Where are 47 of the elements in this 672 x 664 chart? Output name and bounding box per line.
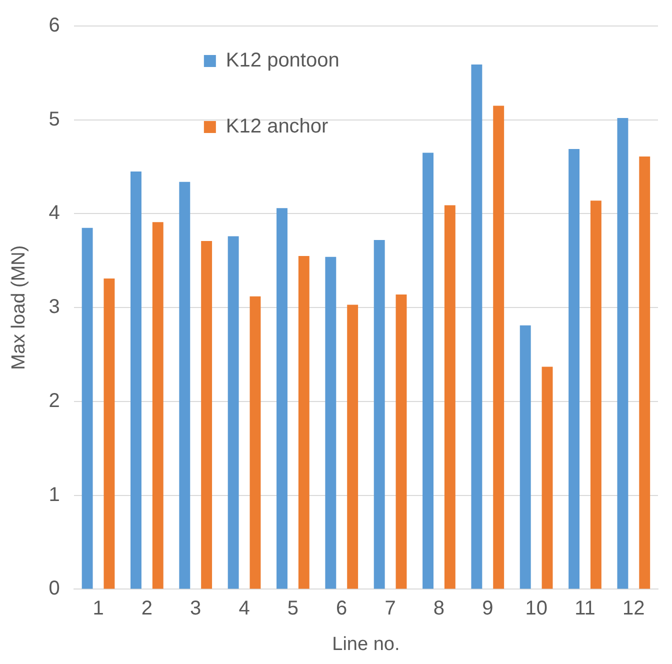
y-tick-label: 4 bbox=[48, 202, 60, 224]
bar bbox=[250, 296, 261, 589]
bar bbox=[568, 148, 580, 589]
bar bbox=[298, 256, 310, 589]
x-tick-label: 3 bbox=[190, 598, 202, 620]
bar bbox=[639, 156, 650, 589]
y-tick-label: 5 bbox=[48, 108, 60, 130]
bar bbox=[152, 222, 164, 589]
bar bbox=[228, 236, 239, 589]
x-tick-label: 12 bbox=[622, 598, 645, 620]
y-tick-label: 2 bbox=[48, 390, 60, 412]
y-axis-title: Max load (MN) bbox=[8, 245, 30, 370]
legend-label: K12 anchor bbox=[226, 116, 329, 138]
bar bbox=[347, 304, 358, 589]
x-tick-label: 7 bbox=[384, 598, 396, 620]
x-tick-label: 11 bbox=[574, 598, 596, 620]
bar bbox=[617, 118, 628, 589]
bar bbox=[542, 366, 553, 589]
bar bbox=[444, 205, 456, 589]
bar bbox=[396, 294, 407, 589]
bar bbox=[276, 208, 288, 589]
x-tick-label: 2 bbox=[141, 598, 152, 620]
x-axis-title: Line no. bbox=[332, 634, 400, 655]
bar bbox=[325, 256, 336, 589]
y-tick-label: 3 bbox=[48, 296, 60, 318]
x-tick-label: 5 bbox=[287, 598, 299, 620]
bar bbox=[104, 278, 115, 589]
bar bbox=[590, 200, 602, 589]
bar bbox=[201, 240, 212, 589]
bar bbox=[471, 64, 482, 589]
y-tick-label: 1 bbox=[48, 484, 60, 506]
x-tick-label: 9 bbox=[482, 598, 494, 620]
y-tick-label: 6 bbox=[48, 14, 60, 37]
legend-label: K12 pontoon bbox=[226, 50, 340, 72]
bar bbox=[520, 325, 531, 589]
bar bbox=[179, 182, 190, 589]
bar bbox=[493, 106, 504, 589]
x-tick-label: 10 bbox=[525, 598, 548, 620]
bar bbox=[130, 171, 142, 589]
x-tick-label: 8 bbox=[433, 598, 445, 620]
x-tick-label: 1 bbox=[92, 598, 104, 620]
bar bbox=[374, 240, 385, 589]
bar bbox=[82, 228, 93, 589]
x-tick-label: 6 bbox=[336, 598, 348, 620]
y-tick-label: 0 bbox=[48, 578, 60, 600]
bar bbox=[422, 152, 434, 589]
x-tick-label: 4 bbox=[238, 598, 250, 620]
